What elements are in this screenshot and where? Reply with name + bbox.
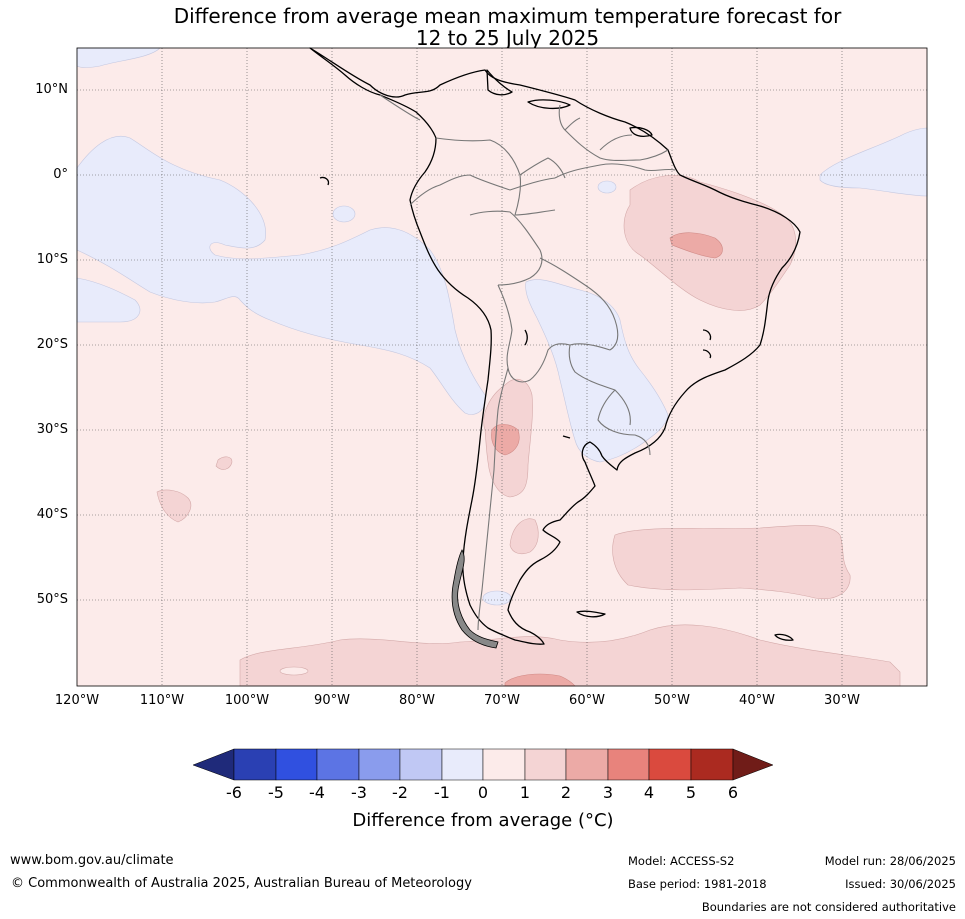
copyright-notice: © Commonwealth of Australia 2025, Austra…	[11, 876, 472, 891]
colorbar-bin	[399, 748, 443, 781]
lat-label-50s: 50°S	[36, 592, 68, 607]
colorbar	[192, 748, 774, 781]
colorbar-title: Difference from average (°C)	[352, 810, 614, 831]
above-average-2-3-regions	[491, 232, 723, 687]
model-run-date: Model run: 28/06/2025	[824, 854, 956, 868]
lat-label-10s: 10°S	[36, 252, 68, 267]
colorbar-extend-low	[192, 748, 235, 781]
colorbar-tick-label: 6	[727, 783, 739, 802]
lon-label-30w: 30°W	[824, 693, 860, 708]
lon-label-90w: 90°W	[314, 693, 350, 708]
gridlines	[77, 48, 927, 686]
lon-label-110w: 110°W	[139, 693, 185, 708]
colorbar-extend-high	[732, 748, 774, 781]
chile-fjords	[451, 549, 499, 649]
lon-label-70w: 70°W	[484, 693, 520, 708]
map-title-line2: 12 to 25 July 2025	[415, 26, 600, 50]
colorbar-tick-label: -5	[268, 783, 284, 802]
lon-label-100w: 100°W	[224, 693, 270, 708]
colorbar-tick-label: 4	[643, 783, 655, 802]
country-boundaries	[379, 94, 676, 631]
colorbar-tick-label: 5	[685, 783, 697, 802]
lon-label-80w: 80°W	[399, 693, 435, 708]
colorbar-bin	[275, 748, 318, 781]
lat-label-20s: 20°S	[36, 337, 68, 352]
lon-label-60w: 60°W	[569, 693, 605, 708]
colorbar-tick-label: -2	[392, 783, 408, 802]
colorbar-bin	[524, 748, 567, 781]
lat-label-0: 0°	[53, 167, 68, 182]
colorbar-tick-label: 1	[519, 783, 531, 802]
colorbar-tick-label: 3	[602, 783, 614, 802]
colorbar-bin	[648, 748, 692, 781]
colorbar-bin	[690, 748, 734, 781]
colorbar-tick-label: -4	[309, 783, 325, 802]
colorbar-tick-label: 2	[560, 783, 572, 802]
colorbar-bin	[316, 748, 360, 781]
colorbar-tick-label: -6	[226, 783, 242, 802]
colorbar-bin	[607, 748, 650, 781]
map-title-line1: Difference from average mean maximum tem…	[173, 4, 842, 28]
website-url: www.bom.gov.au/climate	[10, 853, 174, 868]
lon-label-50w: 50°W	[654, 693, 690, 708]
colorbar-bin	[565, 748, 609, 781]
colorbar-bin	[482, 748, 526, 781]
base-period: Base period: 1981-2018	[628, 877, 767, 891]
lon-label-40w: 40°W	[739, 693, 775, 708]
lon-label-120w: 120°W	[54, 693, 100, 708]
colorbar-tick-label: -1	[434, 783, 450, 802]
colorbar-bin	[358, 748, 401, 781]
coastlines	[309, 47, 801, 645]
colorbar-tick-label: -3	[351, 783, 367, 802]
issued-date: Issued: 30/06/2025	[845, 877, 956, 891]
near-average-spot	[279, 666, 309, 676]
colorbar-bin	[441, 748, 484, 781]
lat-label-30s: 30°S	[36, 422, 68, 437]
colorbar-bin	[233, 748, 277, 781]
lat-label-10n: 10°N	[35, 82, 68, 97]
boundaries-disclaimer: Boundaries are not considered authoritat…	[701, 900, 956, 914]
map-frame	[76, 47, 928, 687]
model-name: Model: ACCESS-S2	[628, 854, 735, 868]
colorbar-tick-label: 0	[477, 783, 489, 802]
lat-label-40s: 40°S	[36, 507, 68, 522]
